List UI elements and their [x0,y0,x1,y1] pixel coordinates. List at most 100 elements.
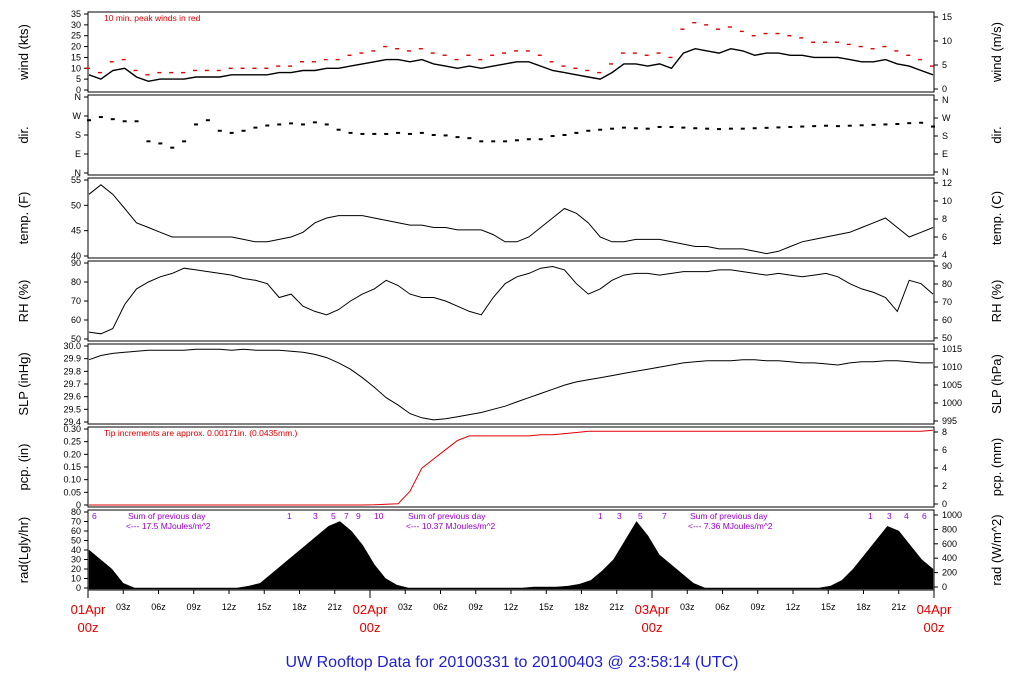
left-tick-label: N [75,92,82,102]
x-hour-label: 21z [327,602,342,612]
x-hour-label: 06z [433,602,448,612]
panel-pcp: pcp. (in) pcp. (mm) 0 0.05 0.10 0.15 0.20 0.25 0… [16,424,1004,510]
x-hour-label: 21z [609,602,624,612]
direction-point [740,127,745,130]
right-tick-label: 995 [942,416,957,426]
x-hour-label: 06z [151,602,166,612]
panel-frame [87,426,935,508]
right-tick-label: 50 [942,333,952,343]
direction-point [621,126,626,129]
daily-sum-label: Sum of previous day [128,511,206,521]
direction-point [170,146,175,149]
right-tick-label: 2 [942,481,947,491]
direction-point [752,127,757,130]
panel-frame [87,11,935,93]
hour-marker: 6 [92,511,97,521]
left-tick-label: 29.7 [63,379,81,389]
left-tick-label: 29.9 [63,354,81,364]
daily-sum-label: Sum of previous day [690,511,768,521]
direction-point [491,140,496,143]
left-axis-label: temp. (F) [16,192,31,245]
left-tick-label: 50 [71,334,81,344]
direction-point [776,126,781,129]
hour-marker: 1 [287,511,292,521]
hour-marker: 10 [374,511,384,521]
x-hour-label: 18z [574,602,589,612]
panel-frame [87,177,935,259]
panel-temp: temp. (F) temp. (C) 40 45 50 55 4 6 8 10 12 [16,175,1004,261]
left-tick-label: 35 [71,9,81,19]
direction-point [193,123,198,126]
panel-annotation: 10 min. peak winds in red [104,13,201,23]
left-tick-label: 55 [71,175,81,185]
direction-point [372,132,377,135]
right-tick-label: 4 [942,250,947,260]
right-tick-label: 70 [942,297,952,307]
hour-marker: 7 [344,511,349,521]
direction-point [538,138,543,141]
right-axis-label: dir. [989,126,1004,143]
panel-wind: wind (kts) wind (m/s)05101520253035051015… [16,9,1004,95]
x-hour-label: 18z [856,602,871,612]
right-tick-label: 0 [942,582,947,592]
right-tick-label: 1000 [942,398,962,408]
x-time-label: 00z [78,620,99,635]
left-tick-label: 20 [71,42,81,52]
direction-point [883,123,888,126]
pcp-line [89,429,934,506]
hour-marker: 6 [922,511,927,521]
left-axis-label: wind (kts) [16,24,31,81]
hour-marker: 5 [638,511,643,521]
direction-point [728,127,733,130]
left-tick-label: 20 [71,564,81,574]
direction-point [574,131,579,134]
right-axis-label: temp. (C) [989,191,1004,245]
x-hour-label: 15z [539,602,554,612]
right-axis-label: wind (m/s) [989,22,1004,83]
left-tick-label: 30.0 [63,341,81,351]
direction-point [871,123,876,126]
right-tick-label: N [942,95,949,105]
x-time-label: 00z [360,620,381,635]
direction-point [467,137,472,140]
direction-point [681,126,686,129]
left-tick-label: 0.05 [63,487,81,497]
x-hour-label: 06z [715,602,730,612]
left-tick-label: 5 [76,74,81,84]
direction-point [407,132,412,135]
x-hour-label: 09z [186,602,201,612]
left-tick-label: 0 [76,85,81,95]
left-axis-label: RH (%) [16,280,31,323]
direction-point [265,124,270,127]
direction-point [312,121,317,124]
x-hour-label: 12z [504,602,519,612]
hour-marker: 5 [331,511,336,521]
direction-point [122,120,127,123]
right-tick-label: 8 [942,427,947,437]
left-tick-label: 70 [71,517,81,527]
direction-point [289,122,294,125]
direction-point [396,131,401,134]
x-hour-label: 09z [750,602,765,612]
direction-point [360,132,365,135]
direction-point [526,138,531,141]
direction-point [895,123,900,126]
x-hour-label: 15z [257,602,272,612]
right-tick-label: 80 [942,279,952,289]
direction-point [336,128,341,131]
left-axis-label: dir. [16,126,31,143]
right-axis-label: rad (W/m^2) [989,514,1004,585]
right-tick-label: 0 [942,499,947,509]
left-tick-label: 29.5 [63,404,81,414]
left-tick-label: 30 [71,20,81,30]
hour-marker: 3 [887,511,892,521]
direction-point [384,132,389,135]
x-hour-label: 21z [891,602,906,612]
direction-point [431,134,436,136]
direction-point [253,126,258,129]
direction-point [788,125,793,128]
direction-point [562,134,567,136]
x-hour-label: 03z [680,602,695,612]
